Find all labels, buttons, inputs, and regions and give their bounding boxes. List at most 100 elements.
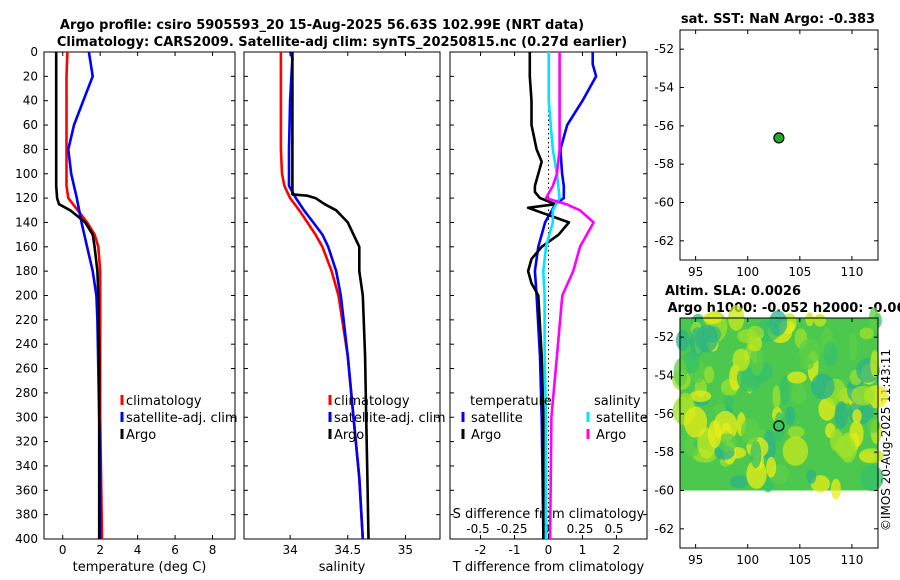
lon-tick-label: 110 bbox=[840, 265, 863, 279]
salinity-panel: 34 34.5 35 salinity climatology satellite-adj… bbox=[243, 51, 446, 575]
sla-heatmap-cell bbox=[805, 312, 814, 327]
legend-label: satellite bbox=[471, 411, 523, 426]
s-diff-tick-label: 0.25 bbox=[567, 522, 594, 536]
depth-tick-label: 280 bbox=[15, 386, 38, 400]
lat-tick-label: -52 bbox=[654, 330, 674, 344]
sla-heatmap-cell bbox=[835, 435, 856, 459]
sla-heatmap-cell bbox=[704, 366, 715, 384]
sla-heatmap-cell bbox=[830, 478, 841, 500]
legend-label: Argo bbox=[471, 428, 501, 443]
sst-map-panel: -52 -54 -56 -58 -60 -62 95 100 105 110 bbox=[654, 29, 879, 279]
legend-label: satellite-adj. clim bbox=[334, 411, 446, 426]
legend-group-salinity: salinity bbox=[594, 394, 641, 409]
salinity-xlabel: salinity bbox=[319, 560, 366, 575]
x-tick-label: 0 bbox=[59, 543, 67, 557]
sla-map-frame bbox=[679, 317, 879, 549]
lon-tick-label: 100 bbox=[736, 553, 759, 567]
sla-heatmap-cell bbox=[787, 426, 805, 438]
lat-tick-label: -58 bbox=[654, 157, 674, 171]
x-tick-label: 8 bbox=[209, 543, 217, 557]
sla-heatmap-cell bbox=[689, 390, 712, 402]
sst-map-axes bbox=[679, 29, 879, 261]
depth-tick-label: 260 bbox=[15, 362, 38, 376]
sla-heatmap-cell bbox=[779, 375, 790, 406]
x-tick-label: -1 bbox=[509, 543, 521, 557]
lat-tick-label: -58 bbox=[654, 445, 674, 459]
legend-label: Argo bbox=[334, 428, 364, 443]
sla-heatmap-cell bbox=[750, 440, 762, 469]
sla-heatmap-cell bbox=[860, 464, 884, 492]
sla-heatmap-cell bbox=[782, 436, 809, 466]
series-argo-line bbox=[291, 52, 370, 540]
depth-tick-label: 220 bbox=[15, 313, 38, 327]
series-temperature-argo-line bbox=[526, 52, 571, 539]
x-tick-label: 34.5 bbox=[334, 543, 361, 557]
sla-heatmap-cell bbox=[750, 346, 764, 377]
lat-tick-label: -54 bbox=[654, 81, 674, 95]
depth-tick-label: 160 bbox=[15, 240, 38, 254]
sla-heatmap-cell bbox=[717, 433, 738, 452]
lat-tick-label: -62 bbox=[654, 234, 674, 248]
sla-heatmap-cell bbox=[858, 448, 884, 464]
sla-map-title: Altim. SLA: 0.0026 bbox=[665, 284, 801, 299]
steric-height-title: Argo h1000: -0.052 h2000: -0.066 bbox=[667, 301, 900, 316]
x-tick-label: 34 bbox=[282, 543, 297, 557]
x-tick-label: 4 bbox=[134, 543, 142, 557]
sla-heatmap-cell bbox=[708, 420, 722, 449]
s-diff-tick-label: 0.5 bbox=[604, 522, 623, 536]
sla-heatmap-cell bbox=[870, 350, 880, 378]
sla-heatmap-cell bbox=[768, 310, 788, 336]
sla-heatmap-cell bbox=[852, 409, 862, 423]
lat-tick-label: -56 bbox=[654, 119, 674, 133]
depth-tick-label: 200 bbox=[15, 289, 38, 303]
lat-tick-label: -62 bbox=[654, 522, 674, 536]
sla-heatmap-cell bbox=[732, 348, 750, 372]
sla-heatmap-cell bbox=[766, 456, 777, 478]
sla-heatmap-cell bbox=[791, 382, 807, 405]
sla-heatmap-cell bbox=[729, 475, 749, 489]
legend-label: satellite bbox=[596, 411, 648, 426]
sla-heatmap-cell bbox=[676, 329, 690, 351]
legend-label: climatology bbox=[126, 394, 202, 409]
argo-float-marker bbox=[773, 420, 785, 432]
lon-tick-label: 110 bbox=[840, 553, 863, 567]
depth-tick-label: 140 bbox=[15, 215, 38, 229]
series-salinity-argo-line bbox=[544, 52, 595, 540]
legend-label: Argo bbox=[126, 428, 156, 443]
legend-group-temperature: temperature bbox=[470, 394, 552, 409]
sla-heatmap-cell bbox=[810, 373, 835, 400]
depth-tick-label: 240 bbox=[15, 337, 38, 351]
difference-panel: -2 -1 0 1 2 T difference from climatology S di… bbox=[449, 51, 648, 575]
lon-tick-label: 100 bbox=[736, 265, 759, 279]
sla-heatmap-cell bbox=[806, 469, 817, 484]
depth-tick-label: 320 bbox=[15, 435, 38, 449]
legend-label: Argo bbox=[596, 428, 626, 443]
sla-heatmap-cell bbox=[823, 341, 838, 367]
sla-heatmap-cell bbox=[724, 394, 734, 408]
sla-heatmap-cell bbox=[774, 412, 785, 443]
depth-tick-label: 0 bbox=[30, 45, 38, 59]
sla-heatmap-cell bbox=[834, 401, 848, 429]
series-satellite-adj-clim-line bbox=[287, 51, 365, 540]
sla-heatmap-cell bbox=[683, 406, 708, 438]
sla-heatmap-cell bbox=[813, 314, 827, 327]
sla-heatmap-cell bbox=[787, 371, 807, 384]
depth-tick-label: 20 bbox=[23, 69, 38, 83]
temperature-panel: 0204060801001201401601802002202402602803… bbox=[15, 45, 238, 575]
argo-float-marker bbox=[773, 132, 785, 144]
lon-tick-label: 105 bbox=[788, 553, 811, 567]
x-tick-label: 2 bbox=[96, 543, 104, 557]
x-tick-label: -2 bbox=[475, 543, 487, 557]
sla-heatmap-cell bbox=[737, 329, 758, 343]
sla-map-panel: -52 -54 -56 -58 -60 -62 95 100 105 110 bbox=[654, 305, 888, 567]
sla-heatmap-cell bbox=[695, 324, 719, 353]
legend-label: climatology bbox=[334, 394, 410, 409]
sla-heatmap-cell bbox=[798, 338, 821, 365]
temperature-xlabel: temperature (deg C) bbox=[73, 560, 207, 575]
lat-tick-label: -52 bbox=[654, 42, 674, 56]
lat-tick-label: -54 bbox=[654, 369, 674, 383]
depth-tick-label: 60 bbox=[23, 118, 38, 132]
sla-heatmap-cell bbox=[868, 306, 879, 331]
depth-tick-label: 300 bbox=[15, 410, 38, 424]
